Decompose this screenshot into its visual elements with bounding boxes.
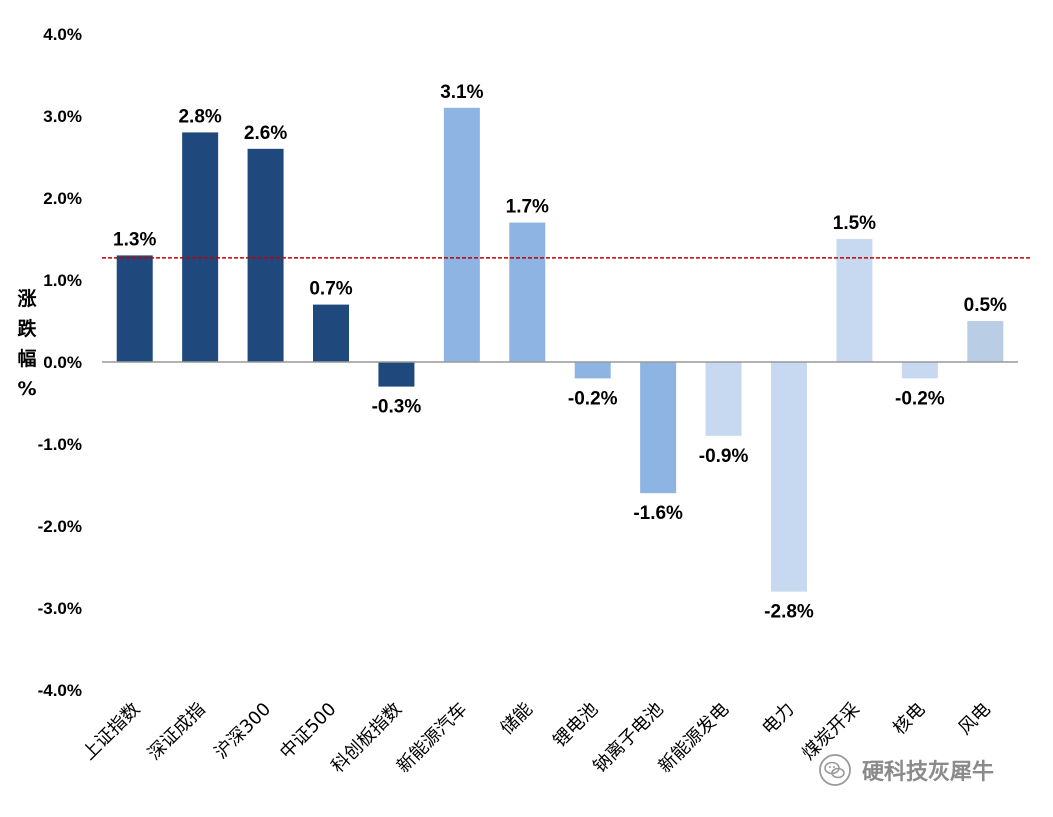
y-tick-label: -2.0% [38,517,82,536]
watermark-text: 硬科技灰犀牛 [862,760,995,785]
bar [182,132,219,362]
data-label: -0.2% [568,388,618,409]
x-tick-label: 储能 [497,699,537,739]
x-tick-label: 科创板指数 [327,699,405,777]
y-tick-label: 3.0% [43,107,82,126]
bar [509,222,546,362]
watermark: 硬科技灰犀牛 [818,752,994,788]
y-axis-title-char: 涨 [17,288,37,310]
bar [378,362,415,387]
bar [313,304,349,362]
bar [771,362,807,592]
data-label: -2.8% [764,602,814,623]
bar [116,255,153,362]
y-axis-title: 涨 跌 幅 % [14,284,40,404]
data-label: -0.2% [895,388,945,409]
bar [901,362,938,379]
data-label: 1.5% [833,213,876,234]
data-label: 3.1% [440,82,483,103]
value-labels: 1.3% 2.8% 2.6% 0.7% -0.3% 3.1% 1.7% -0.2% -1.6% -… [113,82,1007,623]
y-tick-label: 1.0% [43,271,82,290]
x-tick-label: 新能源发电 [655,699,733,777]
data-label: 0.5% [964,295,1007,316]
y-axis-title-char: % [17,378,37,400]
data-label: 2.6% [244,123,287,144]
bar [705,362,742,436]
y-tick-label: -3.0% [38,599,82,618]
y-tick-label: -4.0% [38,681,82,700]
x-tick-label: 锂电池 [549,699,602,752]
x-tick-label: 核电 [889,699,929,739]
y-axis-ticks: 4.0% 3.0% 2.0% 1.0% 0.0% -1.0% -2.0% -3.0% -4.0% [38,25,82,700]
bars [116,107,1004,592]
x-tick-label: 新能源汽车 [393,699,471,777]
x-tick-label: 沪深300 [211,699,276,764]
data-label: 0.7% [309,279,352,300]
y-tick-label: -1.0% [38,435,82,454]
bar [836,239,873,362]
bar [640,362,677,494]
data-label: -0.3% [372,397,422,418]
x-tick-label: 电力 [758,699,798,739]
y-axis-title-char: 跌 [17,318,37,340]
bar [574,362,611,379]
y-tick-label: 2.0% [43,189,82,208]
data-label: -1.6% [633,503,683,524]
data-label: 1.3% [113,229,156,250]
y-tick-label: 0.0% [43,353,82,372]
y-axis-title-char: 幅 [17,348,37,370]
x-tick-label: 深证成指 [144,699,210,765]
x-tick-label: 钠离子电池 [589,699,667,777]
x-tick-label: 中证500 [276,699,341,764]
bar [443,107,480,362]
x-tick-label: 风电 [955,699,995,739]
bar [247,148,284,362]
x-tick-label: 上证指数 [78,699,144,765]
data-label: 2.8% [178,106,221,127]
bar [967,321,1004,362]
y-tick-label: 4.0% [43,25,82,44]
wechat-icon [819,754,851,786]
data-label: 1.7% [506,197,549,218]
data-label: -0.9% [699,446,749,467]
